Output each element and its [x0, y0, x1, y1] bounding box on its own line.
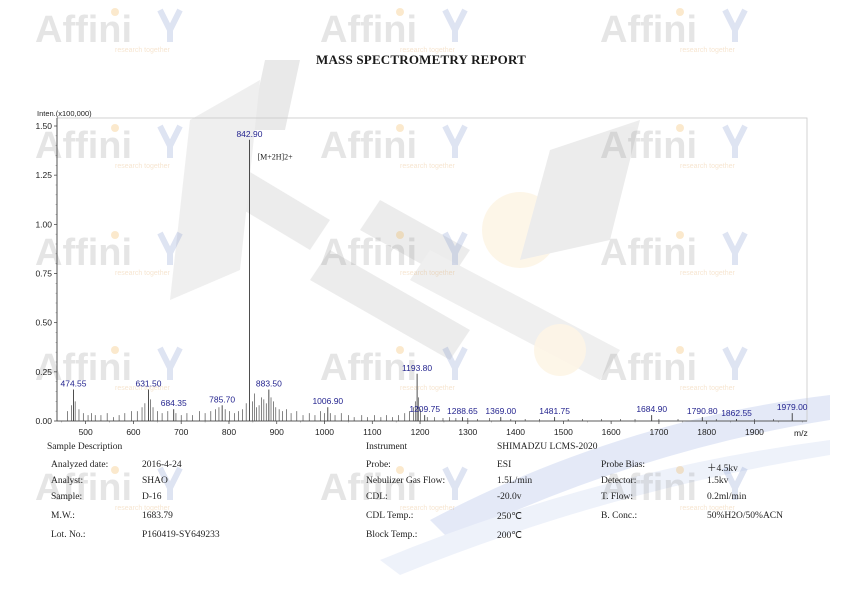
sample-field-label: M.W.: [51, 511, 75, 521]
instrument-value: SHIMADZU LCMS-2020 [497, 442, 598, 452]
peak-label: 1684.90 [636, 404, 667, 414]
y-tick-label: 1.00 [35, 219, 52, 229]
peak-label: 684.35 [161, 398, 187, 408]
x-tick-label: 1300 [458, 427, 477, 437]
sample-field-label: Analyst: [51, 476, 84, 486]
peak-label: 474.55 [61, 379, 87, 389]
sample-field-value: D-16 [142, 492, 162, 502]
instrument-field-value: -20.0v [497, 492, 522, 502]
y-tick-label: 0.25 [35, 367, 52, 377]
y-axis-ticks: 0.00 0.25 0.50 0.75 1.00 1.25 1.50 [35, 121, 57, 426]
instrument-setting-value: 0.2ml/min [707, 492, 747, 502]
minor-peaks [67, 393, 774, 421]
sample-field-label: Lot. No.: [51, 530, 86, 540]
x-tick-label: 1100 [363, 427, 382, 437]
instrument-field-label: Block Temp.: [366, 530, 418, 540]
x-tick-label: 1700 [649, 427, 668, 437]
peak-label: 1862.55 [721, 408, 752, 418]
peak-label: 1790.80 [687, 406, 718, 416]
x-tick-label: 1800 [697, 427, 716, 437]
instrument-setting-label: B. Conc.: [601, 511, 638, 521]
x-tick-label: 1500 [554, 427, 573, 437]
instrument-field-value: 250℃ [497, 512, 522, 522]
instrument-heading: Instrument [366, 442, 408, 452]
sample-field-label: Sample: [51, 492, 83, 502]
peak-label: 1979.00 [777, 402, 808, 412]
sample-field-value: 2016-4-24 [142, 460, 182, 470]
y-tick-label: 0.75 [35, 269, 52, 279]
sample-field-value: P160419-SY649233 [142, 530, 220, 540]
peak-label: 1006.90 [312, 396, 343, 406]
x-tick-label: 800 [222, 427, 236, 437]
y-tick-label: 1.25 [35, 170, 52, 180]
y-tick-label: 1.50 [35, 121, 52, 131]
instrument-setting-label: Detector: [601, 476, 637, 486]
x-tick-label: 1000 [315, 427, 334, 437]
y-tick-label: 0.00 [35, 416, 52, 426]
peak-label: 1193.80 [402, 363, 432, 373]
instrument-setting-value: 50%H2O/50%ACN [707, 511, 783, 521]
x-tick-label: 900 [270, 427, 284, 437]
x-tick-label: 1900 [745, 427, 764, 437]
y-tick-label: 0.50 [35, 318, 52, 328]
instrument-setting-label: Probe Bias: [601, 460, 646, 470]
instrument-field-label: CDL: [366, 492, 388, 502]
x-tick-label: 500 [79, 427, 93, 437]
report-title: MASS SPECTROMETRY REPORT [316, 52, 526, 67]
sample-field-value: SHAO [142, 476, 168, 486]
instrument-field-value: 1.5L/min [497, 476, 533, 486]
instrument-setting-value: ＋4.5kv [707, 464, 738, 474]
plot-frame [56, 117, 808, 422]
y-axis-label: Inten.(x100,000) [37, 109, 92, 118]
instrument-setting-label: T. Flow: [601, 492, 634, 502]
peak-label: 1288.65 [447, 406, 478, 416]
peak-label: 1481.75 [539, 406, 570, 416]
instrument-field-value: ESI [497, 460, 512, 470]
peak-label: 842.90 [236, 129, 262, 139]
sample-field-value: 1683.79 [142, 511, 173, 521]
peak-label: 785.70 [209, 394, 235, 404]
x-axis-label: m/z [794, 428, 808, 438]
molecular-ion-annotation: [M+2H]2+ [257, 152, 293, 161]
x-tick-label: 600 [126, 427, 140, 437]
peak-label: 883.50 [256, 379, 282, 389]
x-tick-label: 700 [174, 427, 188, 437]
x-axis-ticks: 500 600 700 800 900 1000 1100 1200 1300 1400 1500 1… [61, 421, 803, 437]
instrument-field-label: Probe: [366, 460, 391, 470]
x-tick-label: 1600 [602, 427, 621, 437]
x-tick-label: 1400 [506, 427, 525, 437]
sample-field-label: Analyzed date: [51, 460, 109, 470]
instrument-field-label: Nebulizer Gas Flow: [366, 476, 446, 486]
sample-description-heading: Sample Description [47, 442, 123, 452]
peak-label: 1209.75 [409, 404, 440, 414]
x-tick-label: 1200 [411, 427, 430, 437]
instrument-setting-value: 1.5kv [707, 476, 729, 486]
instrument-field-value: 200℃ [497, 531, 522, 541]
instrument-field-label: CDL Temp.: [366, 511, 414, 521]
peak-label: 631.50 [135, 379, 161, 389]
peak-label: 1369.00 [485, 406, 516, 416]
